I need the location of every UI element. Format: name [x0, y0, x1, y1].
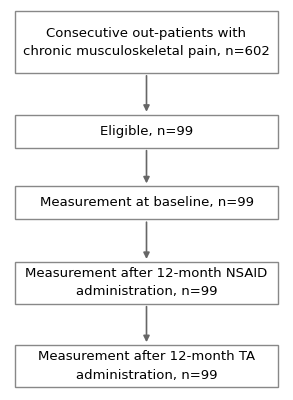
Text: Measurement after 12-month TA
administration, n=99: Measurement after 12-month TA administra… — [38, 350, 255, 382]
Text: Eligible, n=99: Eligible, n=99 — [100, 125, 193, 138]
Text: Measurement after 12-month NSAID
administration, n=99: Measurement after 12-month NSAID adminis… — [25, 267, 268, 298]
FancyBboxPatch shape — [15, 186, 278, 219]
FancyBboxPatch shape — [15, 262, 278, 304]
Text: Measurement at baseline, n=99: Measurement at baseline, n=99 — [40, 196, 253, 209]
FancyBboxPatch shape — [15, 11, 278, 73]
FancyBboxPatch shape — [15, 114, 278, 148]
Text: Consecutive out-patients with
chronic musculoskeletal pain, n=602: Consecutive out-patients with chronic mu… — [23, 26, 270, 58]
FancyBboxPatch shape — [15, 345, 278, 387]
